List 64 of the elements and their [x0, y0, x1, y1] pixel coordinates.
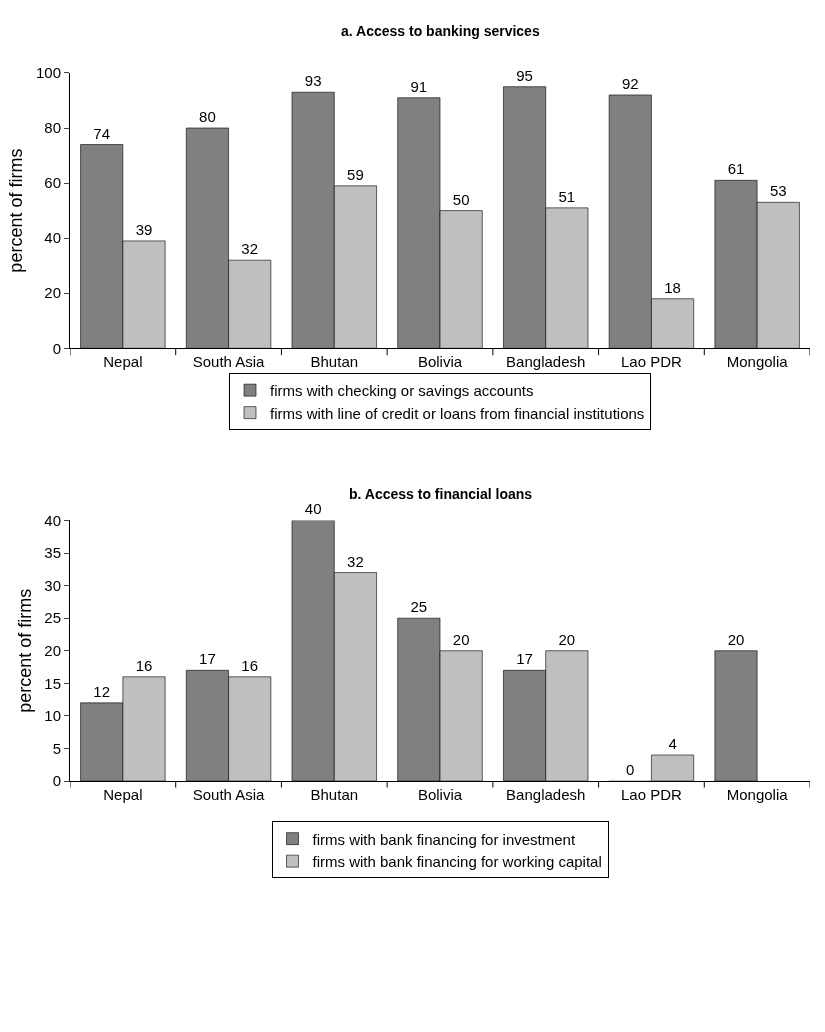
data-label: 93: [304, 72, 322, 90]
x-tick-label: Bangladesh: [506, 353, 586, 371]
data-label: 92: [621, 74, 639, 92]
y-tick-label: 60: [44, 174, 61, 192]
x-tick-label: Lao PDR: [620, 786, 683, 804]
y-tick-label: 20: [44, 642, 61, 659]
legend-label: firms with bank financing for investment: [312, 830, 576, 848]
data-label: 20: [558, 630, 576, 648]
data-label: 80: [199, 108, 216, 126]
data-label: 39: [135, 220, 153, 238]
data-label: 95: [516, 66, 533, 84]
data-label: 40: [304, 500, 322, 518]
data-label: 50: [452, 190, 470, 208]
data-label: 16: [135, 656, 153, 674]
data-label: 17: [516, 650, 533, 668]
x-tick-label: Bolivia: [417, 353, 463, 371]
data-label: 51: [558, 187, 576, 205]
y-axis-title: percent of firms: [6, 148, 27, 273]
chart-title: b. Access to financial loans: [349, 486, 533, 502]
data-label: 32: [241, 240, 259, 258]
data-label: 61: [727, 160, 745, 178]
data-label: 74: [93, 124, 111, 142]
data-label: 0: [626, 761, 635, 779]
legend-label: firms with bank financing for working capital: [312, 852, 602, 870]
x-tick-label: Lao PDR: [620, 353, 683, 371]
y-tick-label: 0: [52, 339, 61, 357]
x-tick-label: Bhutan: [310, 786, 359, 804]
data-label: 18: [664, 278, 681, 296]
x-tick-label: Mongolia: [726, 353, 789, 371]
data-label: 32: [347, 552, 364, 570]
data-label: 25: [410, 598, 428, 616]
data-label: 16: [241, 656, 259, 674]
x-tick-label: Nepal: [103, 353, 143, 371]
y-tick-label: 10: [44, 707, 61, 725]
data-label: 12: [93, 682, 111, 700]
y-tick-label: 15: [44, 674, 61, 692]
y-tick-label: 20: [44, 284, 61, 302]
y-tick-label: 0: [52, 772, 61, 790]
y-tick-label: 100: [35, 64, 61, 82]
legend-label: firms with checking or savings accounts: [270, 382, 534, 400]
data-label: 20: [727, 630, 745, 648]
y-tick-label: 40: [44, 511, 61, 529]
x-tick-label: South Asia: [192, 353, 266, 371]
x-tick-label: Mongolia: [726, 786, 789, 804]
y-axis-title: percent of firms: [14, 588, 35, 713]
y-tick-label: 30: [44, 576, 61, 594]
chart-title: a. Access to banking services: [341, 23, 540, 39]
x-tick-label: Bolivia: [417, 786, 463, 804]
x-tick-label: Bhutan: [310, 353, 359, 371]
x-tick-label: Bangladesh: [506, 786, 586, 804]
y-tick-label: 25: [44, 609, 61, 627]
y-tick-label: 35: [44, 544, 61, 562]
y-tick-label: 5: [52, 739, 61, 757]
data-label: 91: [410, 77, 428, 95]
data-label: 17: [199, 650, 216, 668]
data-label: 20: [452, 630, 470, 648]
y-tick-label: 80: [44, 119, 61, 137]
data-label: 59: [347, 165, 364, 183]
legend-label: firms with line of credit or loans from financial institutions: [270, 404, 645, 422]
x-tick-label: Nepal: [103, 786, 143, 804]
y-tick-label: 40: [44, 229, 61, 247]
data-label: 4: [668, 735, 677, 752]
x-tick-label: South Asia: [192, 786, 266, 804]
data-label: 53: [769, 182, 787, 200]
